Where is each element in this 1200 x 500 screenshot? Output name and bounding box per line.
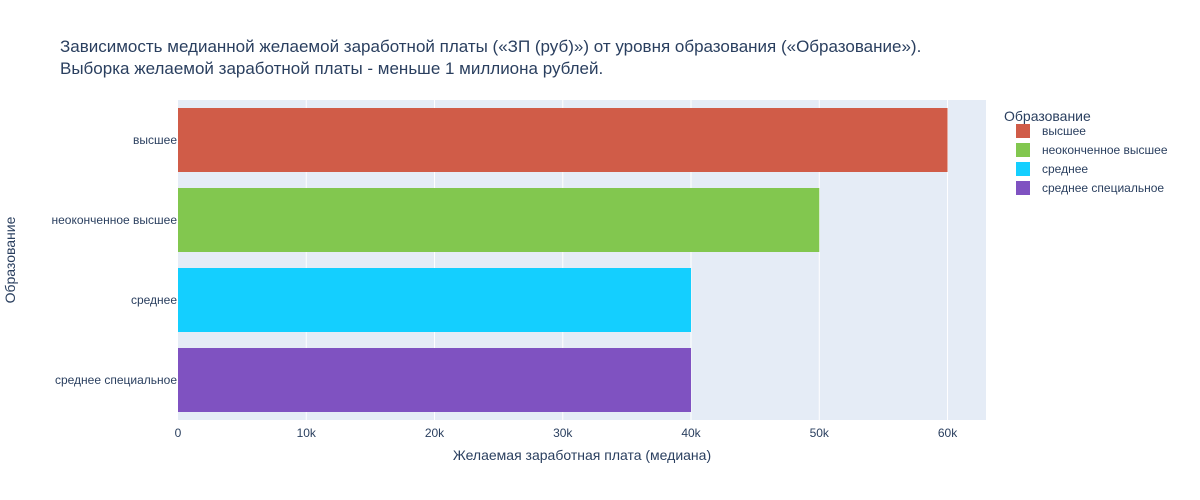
x-tick-label: 0 [175,426,182,440]
x-tick-label: 60k [938,426,958,440]
x-axis-title: Желаемая заработная плата (медиана) [453,447,711,463]
legend-swatch [1016,162,1030,176]
x-tick-label: 40k [681,426,701,440]
legend-entry-label: высшее [1042,124,1086,138]
y-tick-label: среднее специальное [55,373,177,387]
bars [178,108,948,412]
chart-title-line-2: Выборка желаемой заработной платы - мень… [60,59,603,78]
bar [178,348,692,412]
legend-entry-label: среднее [1042,162,1088,176]
x-tick-label: 10k [297,426,317,440]
bar [178,188,820,252]
legend-swatch [1016,143,1030,157]
bar [178,108,948,172]
x-axis-ticks: 0 10k 20k 30k 40k 50k 60k [175,426,959,440]
legend: Образование высшее неоконченное высшее сре… [1004,108,1168,195]
y-axis-ticks: высшее неоконченное высшее среднее среднее … [52,133,178,387]
legend-title: Образование [1004,108,1091,124]
legend-swatch [1016,181,1030,195]
chart-title-line-1: Зависимость медианной желаемой заработно… [60,37,921,56]
x-tick-label: 20k [425,426,445,440]
x-tick-label: 50k [810,426,830,440]
y-axis-title: Образование [2,216,18,303]
x-tick-label: 30k [553,426,573,440]
y-tick-label: среднее [131,293,177,307]
legend-entry-label: среднее специальное [1042,181,1164,195]
legend-swatch [1016,124,1030,138]
y-tick-label: высшее [133,133,177,147]
bar [178,268,692,332]
legend-entry-label: неоконченное высшее [1042,143,1168,157]
y-tick-label: неоконченное высшее [52,213,178,227]
